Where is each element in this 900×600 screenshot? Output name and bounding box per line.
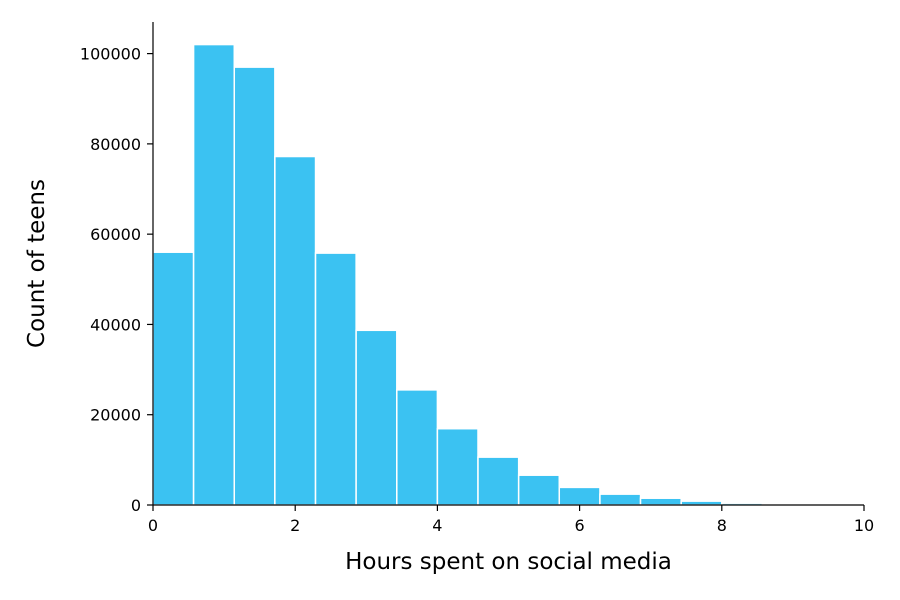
x-tick-label: 10 (854, 516, 874, 535)
y-axis-ticks: 0 20000 40000 60000 80000 100000 (80, 45, 153, 515)
y-tick-label: 100000 (80, 45, 141, 64)
histogram-bar-7 (436, 427, 479, 506)
histogram-bar-9 (517, 474, 561, 506)
histogram-bar-11 (599, 493, 642, 506)
y-tick-label: 20000 (90, 406, 141, 425)
histogram-bar-8 (477, 456, 520, 506)
y-axis-title: Count of teens (24, 179, 50, 348)
histogram-bar-6 (396, 389, 439, 506)
histogram-bar-10 (558, 486, 601, 506)
y-tick-label: 60000 (90, 225, 141, 244)
histogram-bar-4 (314, 252, 357, 506)
y-tick-label: 40000 (90, 315, 141, 334)
y-tick-label: 0 (131, 496, 141, 515)
x-tick-label: 6 (575, 516, 585, 535)
x-tick-label: 4 (432, 516, 442, 535)
x-tick-label: 0 (148, 516, 158, 535)
y-tick-label: 80000 (90, 135, 141, 154)
histogram-bar-5 (355, 329, 398, 506)
x-tick-label: 8 (717, 516, 727, 535)
histogram-bar-3 (274, 155, 317, 506)
x-axis-ticks: 0 2 4 6 8 10 (148, 505, 874, 535)
histogram-bar-0 (152, 251, 195, 506)
x-tick-label: 2 (290, 516, 300, 535)
histogram-bar-1 (192, 43, 236, 506)
histogram-bars (152, 43, 865, 506)
histogram-bar-12 (639, 497, 682, 506)
histogram-bar-2 (233, 66, 276, 506)
x-axis-title: Hours spent on social media (345, 549, 672, 575)
